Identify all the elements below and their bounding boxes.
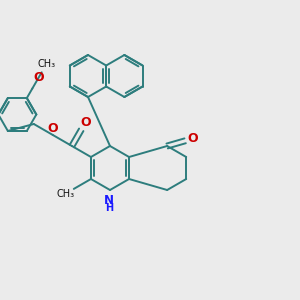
Text: O: O — [34, 71, 44, 84]
Text: CH₃: CH₃ — [57, 189, 75, 200]
Text: H: H — [105, 203, 113, 213]
Text: O: O — [188, 132, 198, 145]
Text: O: O — [80, 116, 91, 129]
Text: O: O — [47, 122, 58, 136]
Text: CH₃: CH₃ — [38, 59, 56, 69]
Text: N: N — [104, 194, 114, 206]
